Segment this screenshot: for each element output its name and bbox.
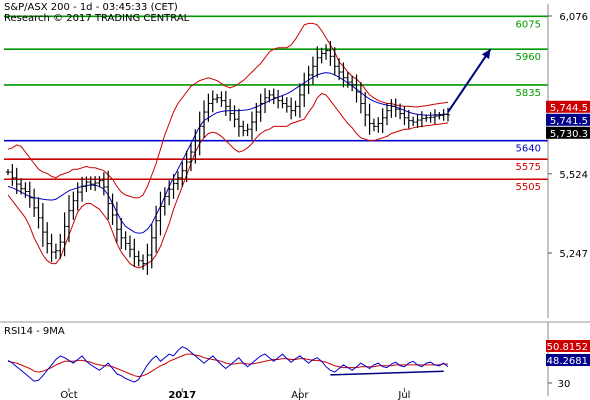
chart-subtitle: Research © 2017 TRADING CENTRAL xyxy=(4,13,189,24)
time-tick-label: Jul xyxy=(397,390,410,400)
level-label-5505: 5505 xyxy=(516,182,541,193)
main-value-tags: 5,744.5 5,741.5 5,730.3 xyxy=(546,101,590,140)
rsi-value-tag-label-rsi: 48.2681 xyxy=(547,356,588,367)
level-label-5640: 5640 xyxy=(516,144,541,155)
level-label-5835: 5835 xyxy=(516,88,541,99)
rsi-tick-label: 30 xyxy=(558,379,571,390)
rsi-value-tag-label-ma: 50.8152 xyxy=(547,342,588,353)
time-tick-label: Oct xyxy=(60,390,77,400)
price-tick-label: 6,076 xyxy=(559,12,588,23)
time-tick-label: Apr xyxy=(291,390,309,400)
time-tick-label: 2017 xyxy=(168,390,196,400)
price-tick-label: 5,247 xyxy=(559,249,588,260)
level-label-5960: 5960 xyxy=(516,52,541,63)
rsi-panel-title: RSI14 - 9MA xyxy=(4,326,65,337)
price-tick-label: 5,524 xyxy=(559,170,588,181)
value-tag-label-upper: 5,744.5 xyxy=(550,103,588,114)
level-label-6075: 6075 xyxy=(516,19,541,30)
value-tag-label-last: 5,730.3 xyxy=(550,129,588,140)
chart-title: S&P/ASX 200 - 1d - 03:45:33 (CET) xyxy=(4,2,178,13)
level-label-5575: 5575 xyxy=(516,162,541,173)
value-tag-label-current: 5,741.5 xyxy=(550,116,588,127)
